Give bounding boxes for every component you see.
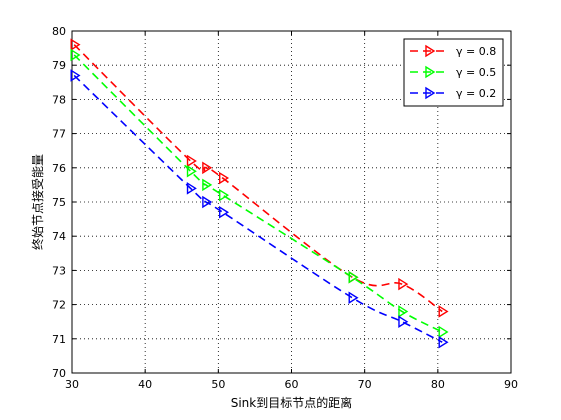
x-tick-label: 40	[138, 378, 152, 391]
y-tick-label: 80	[52, 25, 66, 38]
legend-swatch-marker	[425, 65, 436, 79]
ticks: 30 40 50 60 70 80 90 70 71 72 73 74 75 76 77 78 79 80	[52, 25, 518, 391]
y-tick-label: 79	[52, 59, 66, 72]
data-point-marker	[398, 305, 409, 318]
y-tick-label: 74	[52, 230, 66, 243]
data-point-marker	[70, 48, 81, 62]
x-tick-label: 70	[358, 378, 372, 391]
y-tick-label: 72	[52, 299, 66, 312]
series-layer	[70, 38, 449, 349]
y-tick-label: 77	[52, 128, 66, 141]
x-tick-label: 60	[285, 378, 299, 391]
x-axis-label: Sink到目标节点的距离	[231, 395, 353, 410]
legend-label: γ = 0.2	[456, 87, 496, 100]
legend-box	[403, 38, 504, 107]
series-line	[73, 44, 443, 313]
data-point-marker	[186, 154, 197, 168]
data-point-marker	[219, 171, 230, 185]
data-point-marker	[202, 178, 213, 192]
x-tick-label: 50	[211, 378, 225, 391]
series-1	[70, 48, 449, 339]
data-point-marker	[348, 270, 359, 284]
data-point-marker	[219, 205, 230, 219]
series-line	[73, 54, 443, 333]
x-tick-label: 90	[504, 378, 518, 391]
data-point-marker	[398, 315, 409, 328]
legend-swatch-marker	[425, 44, 436, 58]
data-point-marker	[202, 195, 213, 209]
data-point-marker	[70, 69, 81, 82]
series-line	[73, 74, 443, 343]
x-tick-label: 80	[431, 378, 445, 391]
data-point-marker	[348, 291, 359, 305]
y-tick-label: 73	[52, 264, 66, 277]
data-point-marker	[398, 277, 409, 291]
grid	[72, 31, 511, 373]
legend-label: γ = 0.8	[456, 45, 496, 58]
y-tick-label: 78	[52, 93, 66, 106]
series-0	[70, 38, 449, 318]
y-axis-label: 终始节点接受能量	[30, 154, 45, 250]
series-2	[70, 69, 449, 349]
y-tick-label: 76	[52, 162, 66, 175]
data-point-marker	[438, 325, 449, 339]
data-point-marker	[186, 164, 197, 178]
x-tick-label: 30	[65, 378, 79, 391]
legend: γ = 0.8 γ = 0.5 γ = 0.2	[403, 38, 504, 107]
y-tick-label: 75	[52, 196, 66, 209]
data-point-marker	[70, 38, 81, 51]
y-tick-label: 71	[52, 333, 66, 346]
legend-label: γ = 0.5	[456, 66, 496, 79]
data-point-marker	[438, 335, 449, 349]
data-point-marker	[219, 188, 230, 202]
y-tick-label: 70	[52, 367, 66, 380]
data-point-marker	[202, 161, 213, 175]
data-point-marker	[186, 182, 197, 195]
legend-swatch-marker	[425, 86, 436, 100]
data-point-marker	[438, 305, 449, 318]
